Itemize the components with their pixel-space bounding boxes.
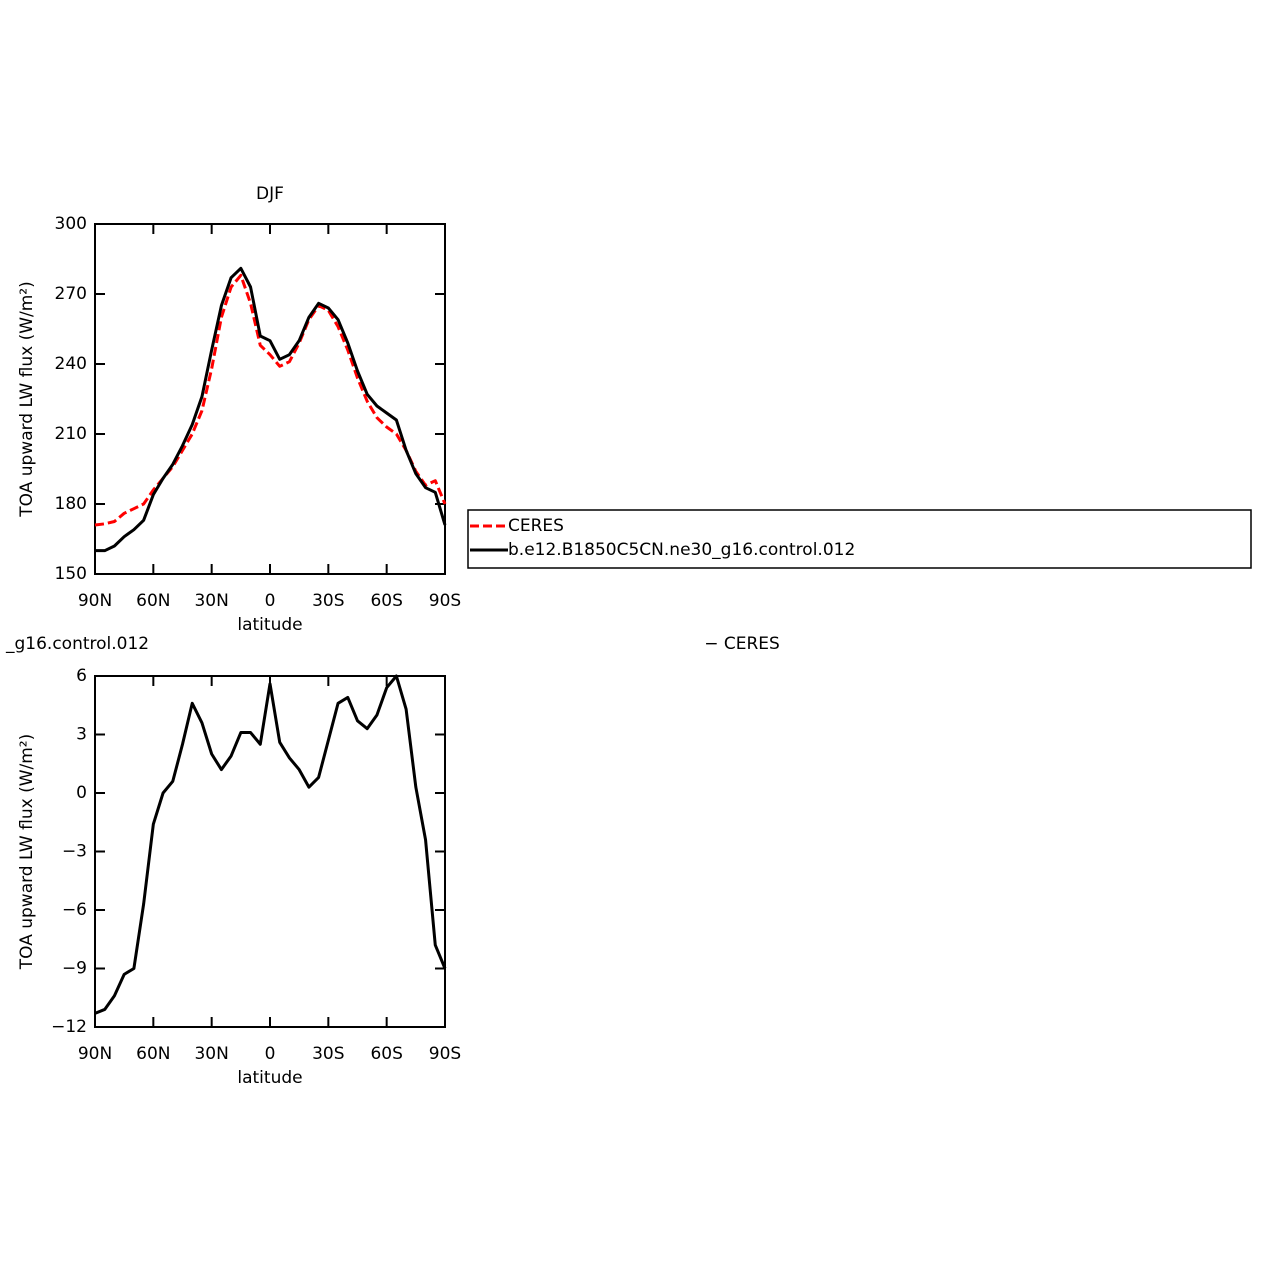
x-tick-label: 60N xyxy=(136,591,170,611)
y-tick-label: 300 xyxy=(55,214,87,234)
x-tick-label: 60S xyxy=(370,591,402,611)
x-tick-label: 0 xyxy=(265,1044,276,1064)
x-tick-label: 90N xyxy=(78,591,112,611)
y-tick-label: 0 xyxy=(76,783,87,803)
x-tick-label: 30S xyxy=(312,591,344,611)
x-tick-label: 90N xyxy=(78,1044,112,1064)
legend-label: b.e12.B1850C5CN.ne30_g16.control.012 xyxy=(508,540,855,560)
plot-frame xyxy=(94,675,446,1028)
x-tick-label: 30N xyxy=(194,1044,228,1064)
x-axis-label: latitude xyxy=(237,1068,302,1088)
x-axis-label: latitude xyxy=(237,615,302,635)
plot-frame xyxy=(94,223,446,575)
x-tick-label: 30N xyxy=(194,591,228,611)
left-title: _g16.control.012 xyxy=(5,634,149,654)
legend-label: CERES xyxy=(508,516,564,536)
y-tick-label: 240 xyxy=(55,354,87,374)
y-axis-label: TOA upward LW flux (W/m²) xyxy=(17,734,37,971)
y-tick-label: −6 xyxy=(62,900,87,920)
x-tick-label: 60N xyxy=(136,1044,170,1064)
y-tick-label: −9 xyxy=(62,959,87,979)
right-title: − CERES xyxy=(704,634,780,654)
x-tick-label: 90S xyxy=(429,591,461,611)
data-line xyxy=(94,674,447,1015)
y-axis-label: TOA upward LW flux (W/m²) xyxy=(17,281,37,518)
y-tick-label: 210 xyxy=(55,424,87,444)
y-tick-label: 3 xyxy=(76,725,87,745)
chart-title: DJF xyxy=(256,184,284,204)
y-tick-label: −3 xyxy=(62,842,87,862)
y-tick-label: 270 xyxy=(55,284,87,304)
x-tick-label: 60S xyxy=(370,1044,402,1064)
x-tick-label: 0 xyxy=(265,591,276,611)
x-tick-label: 30S xyxy=(312,1044,344,1064)
y-tick-label: 6 xyxy=(76,666,87,686)
y-tick-label: 150 xyxy=(55,564,87,584)
y-tick-label: 180 xyxy=(55,494,87,514)
legend-box xyxy=(467,509,1252,569)
x-tick-label: 90S xyxy=(429,1044,461,1064)
data-line xyxy=(94,273,447,527)
data-line xyxy=(95,266,447,553)
y-tick-label: −12 xyxy=(51,1017,87,1037)
